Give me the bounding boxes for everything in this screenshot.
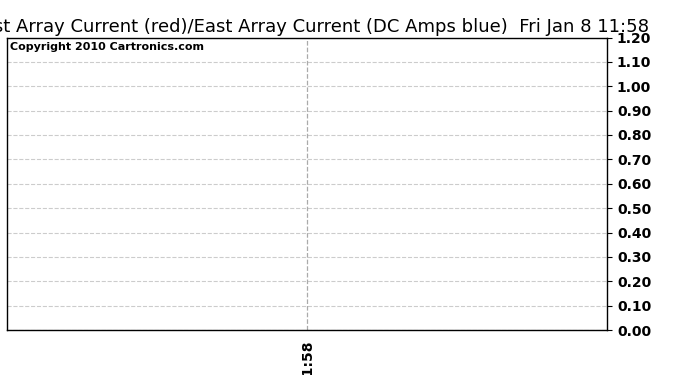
Title: West Array Current (red)/East Array Current (DC Amps blue)  Fri Jan 8 11:58: West Array Current (red)/East Array Curr… bbox=[0, 18, 649, 36]
Text: Copyright 2010 Cartronics.com: Copyright 2010 Cartronics.com bbox=[10, 42, 204, 52]
